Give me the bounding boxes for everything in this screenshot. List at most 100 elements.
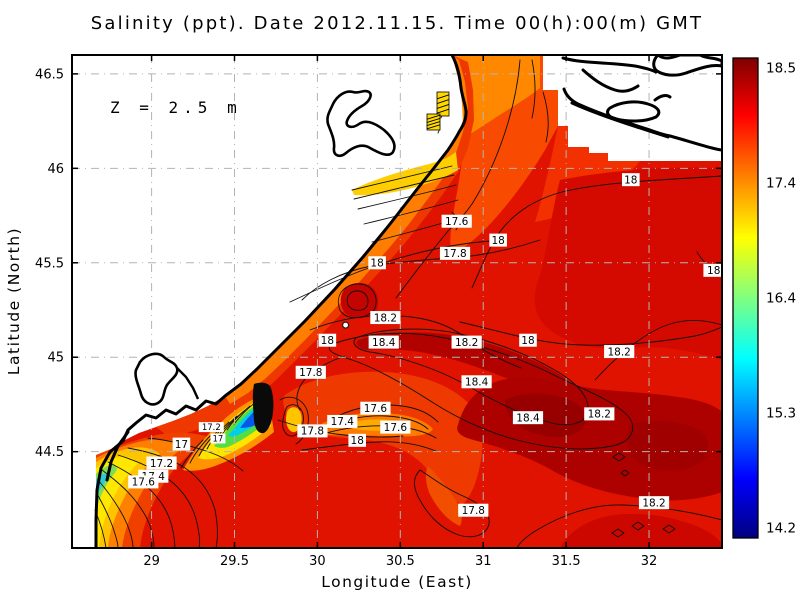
contour-label-value: 18.2 bbox=[642, 497, 665, 509]
x-tick-label: 29 bbox=[143, 554, 160, 569]
contour-label-box bbox=[198, 422, 224, 433]
contour-label-value: 18.4 bbox=[465, 377, 489, 389]
contour-line bbox=[147, 437, 244, 472]
contour-label-value: 17.2 bbox=[202, 423, 221, 433]
contour-label-value: 18.2 bbox=[588, 409, 611, 421]
contour-label-value: 17.6 bbox=[384, 422, 408, 434]
axis-tick-labels: 29 29.5 30 30.5 31 31.5 32 46.5 46 45.5 45 44.5 bbox=[35, 67, 657, 569]
contour-line bbox=[662, 524, 676, 534]
contour-line bbox=[180, 439, 204, 469]
salinity-fill-region bbox=[505, 393, 586, 438]
contour-line bbox=[612, 452, 626, 462]
contour-line bbox=[353, 174, 455, 200]
dense-contour-stripe bbox=[436, 108, 450, 114]
dense-contour-patches bbox=[426, 91, 450, 131]
depth-annotation: Z = 2.5 m bbox=[110, 98, 242, 117]
station-dot bbox=[341, 321, 350, 329]
salinity-fill-region bbox=[352, 152, 458, 196]
contour-label-value: 18.4 bbox=[516, 412, 540, 424]
colorbar-tick-label: 15.3 bbox=[766, 406, 796, 422]
island-spit-outline bbox=[561, 56, 658, 74]
salinity-fill-region bbox=[534, 167, 722, 360]
contour-label-value: 17.6 bbox=[132, 477, 156, 489]
contour-line bbox=[301, 239, 541, 301]
contour-label-value: 18.4 bbox=[372, 337, 396, 349]
salinity-fill-region bbox=[627, 420, 709, 471]
contour-label-box bbox=[370, 311, 401, 325]
dense-contour-stripe bbox=[436, 103, 450, 109]
colorbar-tick-label: 18.5 bbox=[766, 61, 796, 77]
y-tick-label: 44.5 bbox=[35, 445, 64, 460]
contour-label-box bbox=[360, 401, 391, 415]
dense-contour-stripe bbox=[426, 114, 441, 120]
lagoon-outline bbox=[326, 89, 396, 158]
contour-line bbox=[351, 165, 453, 191]
contour-line bbox=[516, 504, 722, 548]
contour-label-box bbox=[348, 433, 367, 447]
contour-label-box bbox=[512, 411, 544, 425]
contour-line bbox=[97, 479, 134, 548]
contour-line bbox=[459, 321, 722, 346]
contour-line bbox=[95, 491, 119, 548]
axes-frame bbox=[71, 54, 723, 549]
contour-line bbox=[277, 419, 404, 438]
lagoon-outline bbox=[134, 352, 179, 406]
y-tick-label: 45.5 bbox=[35, 256, 64, 271]
contour-line bbox=[282, 404, 304, 437]
contour-label-value: 17.8 bbox=[301, 426, 324, 438]
contour-label-value: 17.6 bbox=[445, 216, 469, 228]
contour-line bbox=[233, 401, 257, 425]
contour-line bbox=[631, 521, 645, 531]
contour-line bbox=[101, 469, 155, 548]
y-axis-label: Latitude (North) bbox=[5, 227, 23, 375]
contour-label-value: 18 bbox=[321, 335, 334, 347]
contour-line bbox=[346, 290, 369, 311]
contour-label-box bbox=[441, 214, 472, 228]
contour-label-value: 18.2 bbox=[455, 337, 478, 349]
salinity-fill-region bbox=[340, 282, 379, 319]
x-tick-label: 30 bbox=[309, 554, 326, 569]
y-tick-label: 46 bbox=[47, 162, 64, 177]
colorbar-tick-label: 16.4 bbox=[766, 291, 796, 307]
dense-contour-stripe bbox=[426, 121, 441, 127]
contour-line bbox=[189, 433, 213, 464]
dense-contour-stripe bbox=[436, 99, 450, 105]
contour-label-value: 17.2 bbox=[150, 458, 173, 470]
coastline-path bbox=[94, 55, 468, 548]
contour-line bbox=[127, 447, 218, 548]
contour-label-value: 17.8 bbox=[462, 505, 485, 517]
x-tick-label: 31 bbox=[475, 554, 492, 569]
contour-label-value: 17.6 bbox=[364, 403, 388, 415]
contour-label-value: 17.8 bbox=[443, 248, 466, 260]
salinity-fill-region bbox=[252, 382, 274, 434]
contour-line bbox=[309, 315, 522, 369]
contour-label-box bbox=[368, 335, 399, 349]
salinity-fill-region bbox=[560, 513, 722, 548]
island-spit-outline bbox=[653, 94, 672, 102]
y-tick-label: 46.5 bbox=[35, 67, 64, 82]
contour-line bbox=[611, 528, 625, 538]
axis-ticks bbox=[72, 55, 722, 548]
contour-label-box bbox=[584, 407, 615, 421]
x-tick-label: 30.5 bbox=[386, 554, 415, 569]
contour-label-box bbox=[461, 375, 492, 389]
x-tick-label: 32 bbox=[641, 554, 658, 569]
contour-label-box bbox=[318, 333, 337, 347]
contour-line bbox=[289, 239, 501, 303]
contour-label-box bbox=[146, 456, 177, 470]
contour-label-box bbox=[519, 333, 537, 347]
contour-label-value: 17.4 bbox=[331, 416, 355, 428]
contour-label-value: 18 bbox=[491, 235, 504, 247]
contour-label-box bbox=[210, 433, 226, 444]
dense-contour-stripe bbox=[426, 117, 441, 123]
contour-labels: 18 17.6 18 17.8 18 18. 18.2 18 18.4 18.2 18 18.2 17.… bbox=[128, 173, 728, 517]
contour-line bbox=[594, 320, 722, 381]
contour-label-box bbox=[295, 365, 326, 379]
colorbar-gradient bbox=[732, 57, 759, 539]
contour-label-box bbox=[451, 335, 482, 349]
contour-label-box bbox=[458, 503, 489, 517]
contour-line bbox=[414, 469, 490, 538]
contour-label-value: 18.2 bbox=[607, 346, 630, 358]
dense-contour-stripe bbox=[426, 124, 441, 130]
